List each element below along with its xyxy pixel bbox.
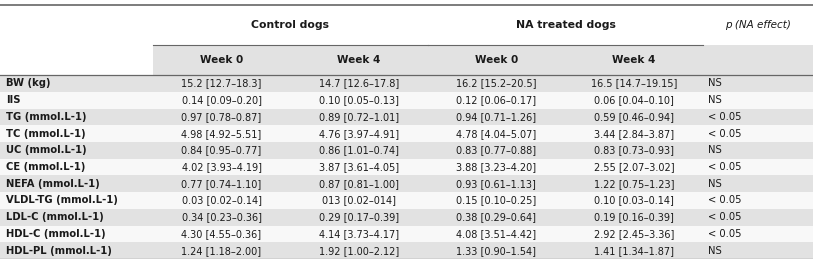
Text: 1.24 [1.18–2.00]: 1.24 [1.18–2.00] <box>181 246 262 256</box>
Text: < 0.05: < 0.05 <box>708 229 741 239</box>
Text: 0.83 [0.77–0.88]: 0.83 [0.77–0.88] <box>456 145 537 155</box>
Text: 0.83 [0.73–0.93]: 0.83 [0.73–0.93] <box>594 145 674 155</box>
Text: 0.19 [0.16–0.39]: 0.19 [0.16–0.39] <box>594 212 674 222</box>
Text: 4.14 [3.73–4.17]: 4.14 [3.73–4.17] <box>319 229 399 239</box>
Text: Week 4: Week 4 <box>337 55 380 65</box>
Text: 0.03 [0.02–0.14]: 0.03 [0.02–0.14] <box>181 196 262 205</box>
Text: 1.22 [0.75–1.23]: 1.22 [0.75–1.23] <box>593 179 675 189</box>
Text: 0.94 [0.71–1.26]: 0.94 [0.71–1.26] <box>456 112 537 122</box>
Bar <box>0 209 813 226</box>
Text: 0.77 [0.74–1.10]: 0.77 [0.74–1.10] <box>181 179 262 189</box>
Text: < 0.05: < 0.05 <box>708 196 741 205</box>
Text: 2.55 [2.07–3.02]: 2.55 [2.07–3.02] <box>593 162 675 172</box>
Text: 0.14 [0.09–0.20]: 0.14 [0.09–0.20] <box>181 95 262 105</box>
Text: 16.2 [15.2–20.5]: 16.2 [15.2–20.5] <box>456 78 537 89</box>
Text: < 0.05: < 0.05 <box>708 112 741 122</box>
Text: CE (mmol.L-1): CE (mmol.L-1) <box>6 162 85 172</box>
Text: NS: NS <box>708 95 722 105</box>
Bar <box>0 175 813 192</box>
Bar <box>0 192 813 209</box>
Text: NS: NS <box>708 78 722 89</box>
Text: 0.59 [0.46–0.94]: 0.59 [0.46–0.94] <box>594 112 674 122</box>
Text: 0.10 [0.05–0.13]: 0.10 [0.05–0.13] <box>319 95 399 105</box>
Text: 4.78 [4.04–5.07]: 4.78 [4.04–5.07] <box>456 129 537 139</box>
Text: UC (mmol.L-1): UC (mmol.L-1) <box>6 145 86 155</box>
Text: NS: NS <box>708 246 722 256</box>
Text: VLDL-TG (mmol.L-1): VLDL-TG (mmol.L-1) <box>6 196 118 205</box>
Text: < 0.05: < 0.05 <box>708 162 741 172</box>
Text: NS: NS <box>708 145 722 155</box>
Text: 0.29 [0.17–0.39]: 0.29 [0.17–0.39] <box>319 212 399 222</box>
Text: IIS: IIS <box>6 95 20 105</box>
Text: 0.15 [0.10–0.25]: 0.15 [0.10–0.25] <box>456 196 537 205</box>
Text: 1.41 [1.34–1.87]: 1.41 [1.34–1.87] <box>594 246 674 256</box>
Text: 0.86 [1.01–0.74]: 0.86 [1.01–0.74] <box>319 145 399 155</box>
Text: 4.98 [4.92–5.51]: 4.98 [4.92–5.51] <box>181 129 262 139</box>
Text: < 0.05: < 0.05 <box>708 129 741 139</box>
Text: 0.12 [0.06–0.17]: 0.12 [0.06–0.17] <box>456 95 537 105</box>
Text: 15.2 [12.7–18.3]: 15.2 [12.7–18.3] <box>181 78 262 89</box>
Bar <box>0 242 813 259</box>
Text: TC (mmol.L-1): TC (mmol.L-1) <box>6 129 85 139</box>
Text: 0.97 [0.78–0.87]: 0.97 [0.78–0.87] <box>181 112 262 122</box>
Text: 013 [0.02–014]: 013 [0.02–014] <box>322 196 396 205</box>
Text: Week 0: Week 0 <box>475 55 518 65</box>
Text: Week 4: Week 4 <box>612 55 656 65</box>
Bar <box>0 75 813 92</box>
Text: 1.33 [0.90–1.54]: 1.33 [0.90–1.54] <box>456 246 537 256</box>
Bar <box>0 159 813 175</box>
Text: 3.87 [3.61–4.05]: 3.87 [3.61–4.05] <box>319 162 399 172</box>
Text: 0.06 [0.04–0.10]: 0.06 [0.04–0.10] <box>594 95 674 105</box>
Text: 4.76 [3.97–4.91]: 4.76 [3.97–4.91] <box>319 129 399 139</box>
Text: NS: NS <box>708 179 722 189</box>
Text: 4.02 [3.93–4.19]: 4.02 [3.93–4.19] <box>181 162 262 172</box>
Bar <box>0 226 813 242</box>
Text: 0.38 [0.29–0.64]: 0.38 [0.29–0.64] <box>456 212 537 222</box>
Text: 14.7 [12.6–17.8]: 14.7 [12.6–17.8] <box>319 78 399 89</box>
Text: NEFA (mmol.L-1): NEFA (mmol.L-1) <box>6 179 99 189</box>
Text: 0.84 [0.95–0.77]: 0.84 [0.95–0.77] <box>181 145 262 155</box>
Text: Week 0: Week 0 <box>200 55 243 65</box>
Text: NA treated dogs: NA treated dogs <box>515 20 615 30</box>
Text: p (NA effect): p (NA effect) <box>725 20 791 30</box>
Bar <box>153 45 813 75</box>
Text: 3.44 [2.84–3.87]: 3.44 [2.84–3.87] <box>594 129 674 139</box>
Text: 4.08 [3.51–4.42]: 4.08 [3.51–4.42] <box>456 229 537 239</box>
Text: 0.34 [0.23–0.36]: 0.34 [0.23–0.36] <box>181 212 262 222</box>
Bar <box>0 142 813 159</box>
Text: 0.10 [0.03–0.14]: 0.10 [0.03–0.14] <box>594 196 674 205</box>
Text: 1.92 [1.00–2.12]: 1.92 [1.00–2.12] <box>319 246 399 256</box>
Bar <box>0 92 813 109</box>
Text: 3.88 [3.23–4.20]: 3.88 [3.23–4.20] <box>456 162 537 172</box>
Text: BW (kg): BW (kg) <box>6 78 50 89</box>
Text: TG (mmol.L-1): TG (mmol.L-1) <box>6 112 86 122</box>
Text: LDL-C (mmol.L-1): LDL-C (mmol.L-1) <box>6 212 103 222</box>
Text: 0.87 [0.81–1.00]: 0.87 [0.81–1.00] <box>319 179 399 189</box>
Text: 0.93 [0.61–1.13]: 0.93 [0.61–1.13] <box>456 179 537 189</box>
Text: Control dogs: Control dogs <box>251 20 329 30</box>
Text: 0.89 [0.72–1.01]: 0.89 [0.72–1.01] <box>319 112 399 122</box>
Bar <box>0 109 813 125</box>
Bar <box>0 125 813 142</box>
Text: 16.5 [14.7–19.15]: 16.5 [14.7–19.15] <box>591 78 677 89</box>
Text: HDL-PL (mmol.L-1): HDL-PL (mmol.L-1) <box>6 246 111 256</box>
Text: 2.92 [2.45–3.36]: 2.92 [2.45–3.36] <box>594 229 674 239</box>
Text: 4.30 [4.55–0.36]: 4.30 [4.55–0.36] <box>181 229 262 239</box>
Text: HDL-C (mmol.L-1): HDL-C (mmol.L-1) <box>6 229 106 239</box>
Text: < 0.05: < 0.05 <box>708 212 741 222</box>
